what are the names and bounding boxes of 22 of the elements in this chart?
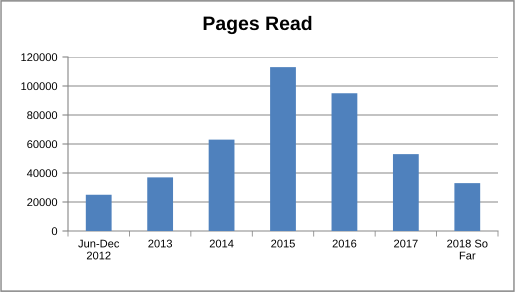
y-tick-label: 40000: [26, 169, 58, 178]
y-tick-label: 0: [52, 227, 58, 236]
x-tick-label: 2016: [332, 240, 356, 248]
x-tick-label: 2015: [271, 240, 295, 248]
x-tick-label: 2014: [210, 240, 234, 248]
bar: [270, 67, 296, 231]
chart-title: Pages Read: [204, 16, 312, 34]
y-tick-label: 120000: [21, 53, 58, 62]
x-tick-label: 2017: [394, 240, 418, 248]
y-tick-label: 20000: [27, 198, 58, 206]
bar: [332, 93, 358, 231]
bar: [147, 177, 174, 231]
y-tick-label: 80000: [27, 111, 58, 120]
bar: [208, 140, 234, 231]
x-tick-label: 2018 So Far: [447, 240, 488, 260]
bar: [86, 194, 112, 231]
y-tick-label: 60000: [27, 140, 58, 148]
bar: [392, 154, 419, 231]
y-tick-label: 100000: [21, 82, 58, 90]
x-tick-label: Jun-Dec 2012: [78, 240, 120, 260]
x-tick-label: 2013: [148, 240, 172, 248]
bar: [454, 183, 480, 231]
